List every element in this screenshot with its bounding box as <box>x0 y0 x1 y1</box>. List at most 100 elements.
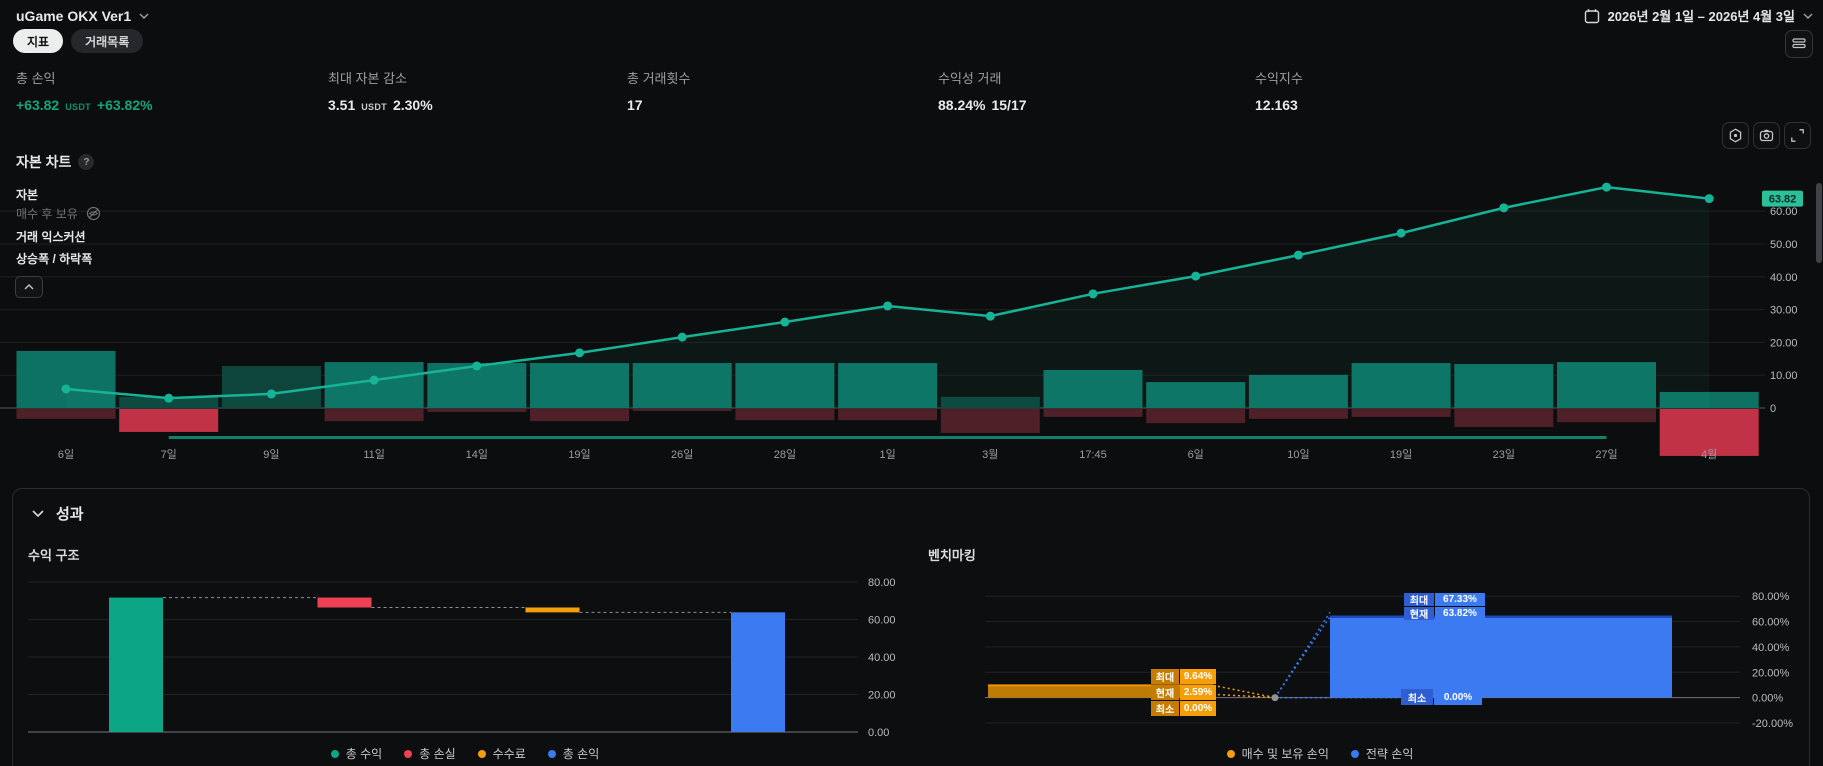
stat-label: 수익성 거래 <box>938 71 1002 86</box>
svg-text:40.00: 40.00 <box>868 652 896 664</box>
legend-item-total-loss[interactable]: 총 손실 <box>404 745 456 762</box>
svg-text:26일: 26일 <box>671 447 693 461</box>
svg-text:50.00: 50.00 <box>1770 239 1798 251</box>
badge-value: 2.59% <box>1180 685 1216 700</box>
chevron-down-icon <box>32 510 44 517</box>
stat-value: 12.163 <box>1255 97 1298 113</box>
legend-dot <box>1226 749 1235 758</box>
performance-header[interactable]: 성과 <box>32 503 84 524</box>
pane-legend-label: 매수 후 보유 <box>16 207 78 221</box>
chart-fullscreen-button[interactable] <box>1784 122 1811 149</box>
stat-label: 총 거래횟수 <box>627 71 691 86</box>
tab-trade-list[interactable]: 거래목록 <box>71 29 144 53</box>
svg-text:60.00: 60.00 <box>1770 206 1798 218</box>
stat-label: 총 손익 <box>16 71 56 86</box>
legend-dot <box>330 749 339 758</box>
stat-extra: +63.82% <box>96 97 153 113</box>
chevron-down-icon <box>139 13 149 19</box>
buy-hold-stats-badge: 최대 9.64% 현재 2.59% 최소 0.00% <box>1151 669 1216 716</box>
benchmarking-title: 벤치마킹 <box>928 548 976 563</box>
svg-text:19일: 19일 <box>1390 447 1412 461</box>
legend-item-strategy[interactable]: 전략 손익 <box>1350 745 1414 762</box>
legend-dot <box>404 749 413 758</box>
list-icon <box>1792 38 1806 49</box>
svg-text:23일: 23일 <box>1493 447 1515 461</box>
svg-text:0: 0 <box>1770 403 1776 415</box>
svg-text:80.00: 80.00 <box>868 577 896 589</box>
eye-off-icon <box>86 206 100 221</box>
svg-text:6일: 6일 <box>58 447 74 461</box>
legend-label: 매수 및 보유 손익 <box>1241 747 1329 761</box>
svg-text:10일: 10일 <box>1287 447 1309 461</box>
capital-chart-title: 자본 차트 <box>16 154 72 170</box>
legend-item-total-profit[interactable]: 총 수익 <box>330 745 382 762</box>
badge-label: 최소 <box>1401 689 1433 705</box>
date-range-picker[interactable]: 2026년 2월 1일 – 2026년 4월 3일 <box>1584 6 1813 25</box>
badge-value: 0.00% <box>1180 701 1216 716</box>
strategy-selector[interactable]: uGame OKX Ver1 <box>16 8 149 24</box>
svg-text:0.00: 0.00 <box>868 727 889 739</box>
chart-settings-button[interactable] <box>1722 122 1749 149</box>
pane-legend-updown[interactable]: 상승폭 / 하락폭 <box>16 250 92 267</box>
stat-total-trades: 총 거래횟수 17 <box>627 68 690 113</box>
legend-item-buy-hold[interactable]: 매수 및 보유 손익 <box>1226 745 1329 762</box>
benchmarking-legend: 매수 및 보유 손익 전략 손익 <box>920 745 1720 762</box>
stat-value: 17 <box>627 97 643 113</box>
legend-item-net-profit[interactable]: 총 손익 <box>547 745 600 762</box>
strategy-stats-badge: 최대 67.33% 현재 63.82% <box>1404 593 1485 621</box>
svg-text:20.00%: 20.00% <box>1752 667 1790 679</box>
svg-text:4월: 4월 <box>1701 448 1717 461</box>
stat-unit: USDT <box>361 102 387 112</box>
svg-text:19일: 19일 <box>568 447 590 461</box>
badge-label: 현재 <box>1151 685 1179 700</box>
pane-legend-buy-hold[interactable]: 매수 후 보유 <box>16 205 101 222</box>
capital-chart-canvas[interactable]: 6일 7일 9일 11일 14일 19일 26일 28일 1일 3월 17:45 6일 10일 19일 23… <box>0 150 1823 466</box>
svg-text:20.00: 20.00 <box>868 690 896 702</box>
badge-label: 현재 <box>1404 607 1434 621</box>
benchmarking-chart[interactable]: 80.00% 60.00% 40.00% 20.00% 0.00% -20.00% <box>920 540 1823 766</box>
stat-unit: USDT <box>65 102 91 112</box>
svg-text:6일: 6일 <box>1188 447 1204 461</box>
report-tabs: 지표 거래목록 <box>13 29 144 53</box>
stat-value: 88.24% <box>938 97 986 113</box>
svg-text:28일: 28일 <box>774 447 796 461</box>
badge-value: 9.64% <box>1180 669 1216 684</box>
tab-indicators[interactable]: 지표 <box>13 29 64 53</box>
stat-extra: 15/17 <box>991 97 1027 113</box>
svg-text:17:45: 17:45 <box>1079 449 1107 461</box>
svg-text:1일: 1일 <box>879 447 895 461</box>
stat-label: 최대 자본 감소 <box>328 71 407 86</box>
camera-icon <box>1759 129 1774 142</box>
pane-legend-label: 자본 <box>16 188 39 202</box>
chart-snapshot-button[interactable] <box>1753 122 1780 149</box>
svg-text:40.00%: 40.00% <box>1752 642 1790 654</box>
legend-label: 총 손익 <box>562 747 600 761</box>
performance-title: 성과 <box>56 506 84 523</box>
profit-structure-chart[interactable]: 0.00 20.00 40.00 60.00 80.00 <box>20 540 910 766</box>
legend-item-fees[interactable]: 수수료 <box>477 745 526 762</box>
legend-dot <box>547 749 556 758</box>
pane-collapse-button[interactable] <box>15 276 43 298</box>
svg-text:63.82: 63.82 <box>1769 194 1797 206</box>
chevron-up-icon <box>24 284 34 290</box>
badge-value: 0.00% <box>1434 689 1482 705</box>
help-icon[interactable]: ? <box>78 154 95 170</box>
vertical-scrollbar[interactable] <box>1816 183 1822 263</box>
legend-label: 수수료 <box>492 747 526 761</box>
svg-text:9일: 9일 <box>263 447 279 461</box>
pane-legend-excursion[interactable]: 거래 익스커션 <box>16 228 86 245</box>
legend-label: 전략 손익 <box>1365 747 1414 761</box>
stat-profitable-trades: 수익성 거래 88.24% 15/17 <box>938 68 1027 113</box>
svg-text:20.00: 20.00 <box>1770 337 1798 349</box>
legend-label: 총 손실 <box>419 747 456 761</box>
pane-legend-label: 상승폭 / 하락폭 <box>16 252 93 266</box>
layout-list-button[interactable] <box>1785 30 1813 58</box>
svg-text:7일: 7일 <box>161 447 177 461</box>
svg-text:14일: 14일 <box>466 447 488 461</box>
svg-text:27일: 27일 <box>1595 447 1617 461</box>
pane-legend-capital[interactable]: 자본 <box>16 186 38 203</box>
chevron-down-icon <box>1803 12 1813 19</box>
svg-text:80.00%: 80.00% <box>1752 591 1790 603</box>
stat-label: 수익지수 <box>1255 71 1303 86</box>
gear-icon <box>1729 128 1742 143</box>
